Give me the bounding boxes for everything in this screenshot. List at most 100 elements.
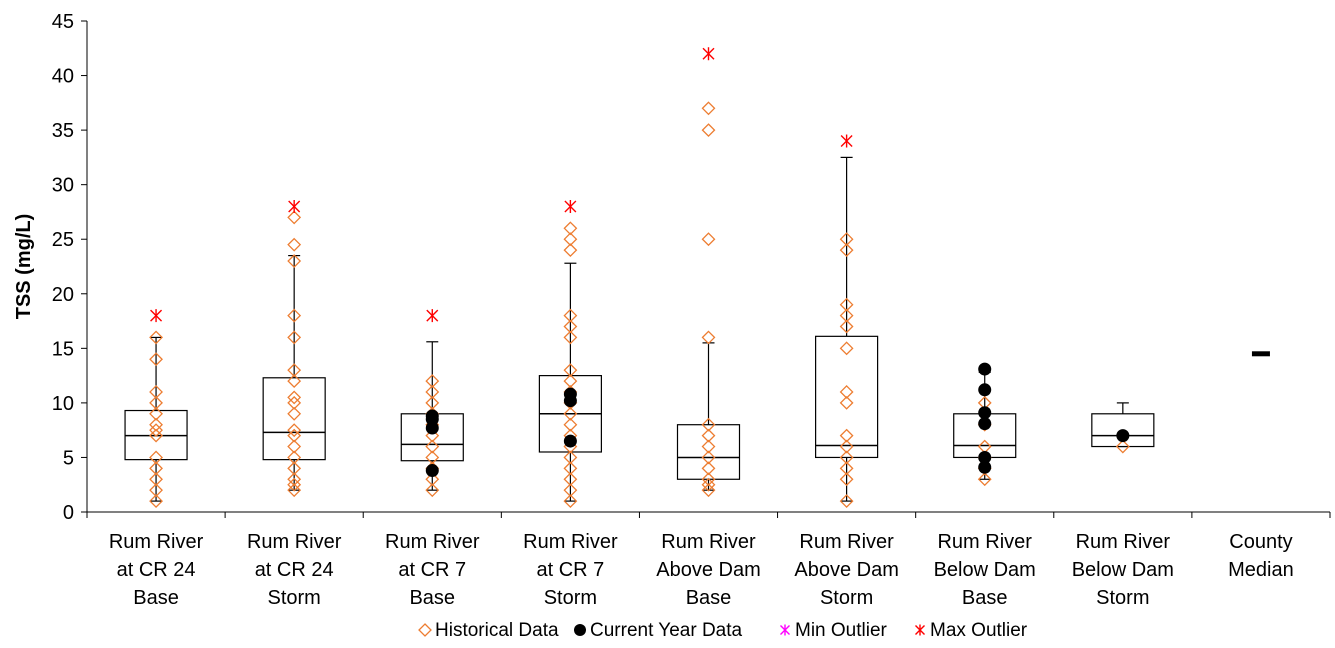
legend-marker xyxy=(418,623,432,637)
y-tick-label: 0 xyxy=(63,502,74,524)
historical-point xyxy=(149,423,163,438)
current-point xyxy=(978,362,992,376)
historical-point xyxy=(563,472,578,487)
category-label: Rum River at CR 24 Base xyxy=(109,531,204,609)
category-label: Rum River Above Dam Base xyxy=(656,531,761,609)
historical-point xyxy=(701,450,716,465)
historical-point xyxy=(149,428,163,443)
historical-point xyxy=(425,450,440,465)
historical-point xyxy=(563,461,578,476)
category-group xyxy=(1091,402,1155,454)
historical-point xyxy=(149,330,163,345)
historical-point xyxy=(287,439,302,454)
historical-point xyxy=(563,406,578,421)
historical-point xyxy=(149,417,163,432)
historical-point xyxy=(287,330,302,345)
category-group xyxy=(1251,351,1270,357)
historical-point xyxy=(563,308,578,323)
legend-item-min_outlier: Min Outlier xyxy=(780,620,888,641)
historical-point xyxy=(701,428,716,443)
max-outlier xyxy=(288,199,301,213)
category-label: Rum River Above Dam Storm xyxy=(794,531,899,609)
historical-point xyxy=(287,428,302,443)
historical-point xyxy=(287,390,302,405)
historical-point xyxy=(287,363,302,378)
historical-point xyxy=(701,461,716,476)
category-label-line: at CR 7 xyxy=(398,559,466,581)
category-label: Rum River at CR 7 Storm xyxy=(523,531,618,609)
historical-point xyxy=(701,472,716,487)
historical-point xyxy=(563,483,578,498)
y-tick-label: 10 xyxy=(52,393,74,415)
category-label-line: Above Dam xyxy=(656,559,761,581)
legend-item-max_outlier: Max Outlier xyxy=(915,620,1028,641)
category-label-line: Rum River xyxy=(247,531,342,553)
historical-point xyxy=(287,477,302,492)
historical-point xyxy=(149,385,163,399)
historical-point xyxy=(287,450,302,465)
category-group xyxy=(538,199,602,509)
historical-point xyxy=(839,341,854,356)
y-tick-label: 5 xyxy=(63,447,74,469)
county-median-marker xyxy=(1251,351,1270,357)
historical-point xyxy=(149,483,163,498)
historical-point xyxy=(839,319,854,334)
category-label-line: Above Dam xyxy=(794,559,899,581)
historical-point xyxy=(563,450,578,465)
historical-point xyxy=(839,450,854,465)
category-group xyxy=(815,134,879,509)
historical-point xyxy=(839,308,854,323)
historical-point xyxy=(701,477,716,492)
historical-point xyxy=(425,439,440,454)
historical-point xyxy=(425,428,440,443)
historical-point xyxy=(287,308,302,323)
current-point xyxy=(563,387,577,401)
historical-point xyxy=(149,494,163,509)
historical-point xyxy=(563,221,578,236)
y-tick-label: 15 xyxy=(52,338,74,360)
legend-item-historical: Historical Data xyxy=(418,620,559,641)
y-tick-label: 45 xyxy=(52,11,74,33)
legend-marker xyxy=(915,624,925,636)
category-group xyxy=(124,309,188,509)
historical-point xyxy=(839,232,854,247)
y-axis: 0 5 10 15 20 25 30 35 40 45 xyxy=(52,11,88,524)
historical-point xyxy=(701,123,716,138)
historical-point xyxy=(701,330,716,345)
legend-label: Historical Data xyxy=(435,620,559,641)
category-label-line: Rum River xyxy=(109,531,204,553)
legend-marker xyxy=(780,624,790,636)
category-label-line: Base xyxy=(962,587,1008,609)
category-label-line: Rum River xyxy=(1076,531,1171,553)
legend: Historical Data Current Year Data Min Outl… xyxy=(418,620,1028,641)
historical-point xyxy=(149,461,163,476)
historical-point xyxy=(563,319,578,334)
historical-point xyxy=(839,297,854,312)
historical-point xyxy=(701,439,716,454)
category-label: County Median xyxy=(1228,531,1294,581)
historical-point xyxy=(839,494,854,509)
historical-point xyxy=(287,374,302,388)
legend-label: Min Outlier xyxy=(795,620,888,641)
category-label-line: Rum River xyxy=(937,531,1032,553)
historical-point xyxy=(563,243,578,258)
current-point xyxy=(978,450,992,464)
historical-point xyxy=(839,243,854,258)
max-outlier xyxy=(150,309,163,323)
category-label-line: Rum River xyxy=(385,531,480,553)
category-label-line: Rum River xyxy=(523,531,618,553)
category-label-line: at CR 24 xyxy=(255,559,334,581)
historical-point xyxy=(287,423,302,438)
legend-item-current: Current Year Data xyxy=(574,620,743,641)
box xyxy=(262,377,326,461)
historical-point xyxy=(425,385,440,399)
historical-point xyxy=(1115,439,1130,454)
category-group xyxy=(262,199,326,498)
current-point xyxy=(425,464,439,478)
category-label-line: County xyxy=(1229,531,1292,553)
category-label: Rum River Below Dam Storm xyxy=(1072,531,1174,609)
current-point xyxy=(425,409,439,423)
historical-point xyxy=(563,330,578,345)
